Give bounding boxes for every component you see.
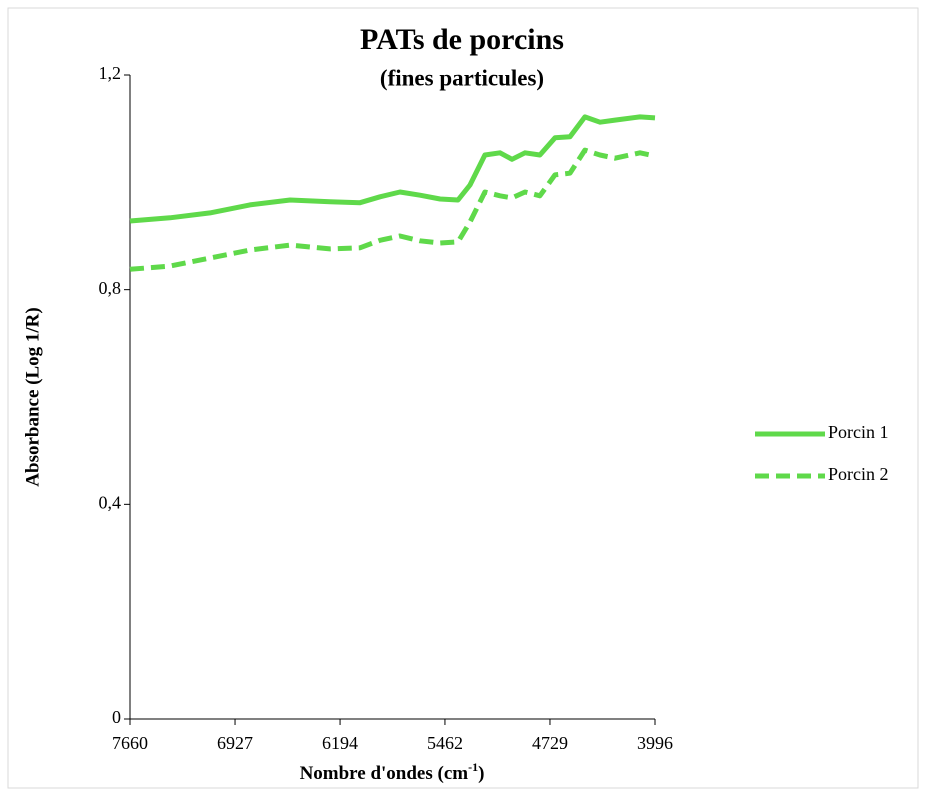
x-tick-label: 6927 bbox=[217, 733, 253, 753]
x-axis-label: Nombre d'ondes (cm-1) bbox=[300, 760, 485, 785]
legend-label: Porcin 2 bbox=[828, 464, 889, 484]
x-tick-label: 6194 bbox=[322, 733, 358, 753]
legend-label: Porcin 1 bbox=[828, 422, 889, 442]
y-tick-label: 0,8 bbox=[99, 278, 122, 298]
x-tick-label: 3996 bbox=[637, 733, 673, 753]
x-tick-label: 7660 bbox=[112, 733, 148, 753]
chart-title: PATs de porcins bbox=[360, 23, 564, 56]
series-line bbox=[129, 147, 656, 272]
y-axis-label: Absorbance (Log 1/R) bbox=[22, 307, 43, 486]
chart-frame bbox=[7, 7, 919, 789]
x-axis-label-suffix: ) bbox=[478, 763, 484, 784]
y-tick-label: 0,4 bbox=[99, 492, 122, 512]
series-line bbox=[129, 114, 656, 224]
x-axis-label-sup: -1 bbox=[468, 760, 478, 774]
chart-subtitle: (fines particules) bbox=[380, 65, 544, 90]
y-tick-label: 1,2 bbox=[99, 63, 122, 83]
x-tick-label: 5462 bbox=[427, 733, 463, 753]
x-axis-label-text: Nombre d'ondes (cm bbox=[300, 763, 469, 784]
y-tick-label: 0 bbox=[112, 707, 121, 727]
x-tick-label: 4729 bbox=[532, 733, 568, 753]
